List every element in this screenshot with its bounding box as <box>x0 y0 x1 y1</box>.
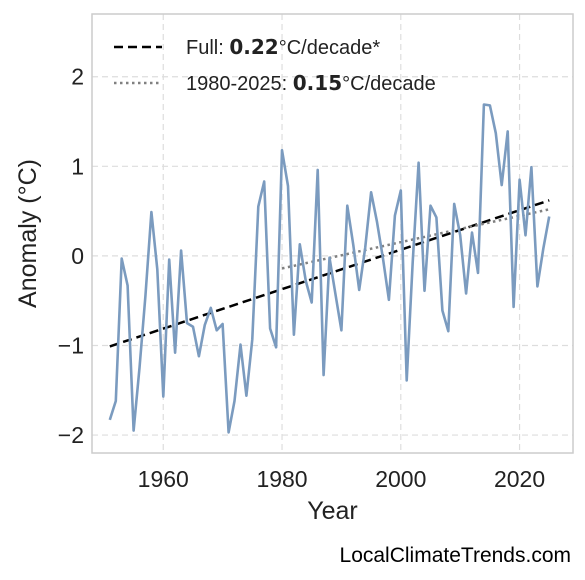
x-tick-label: 1980 <box>256 466 307 492</box>
y-tick-labels: −2 −1 0 1 2 <box>58 64 84 448</box>
legend-full-suffix: °C/decade* <box>279 37 381 59</box>
x-axis-label: Year <box>307 497 358 525</box>
y-tick-label: −2 <box>58 422 84 448</box>
y-tick-label: 1 <box>71 153 84 179</box>
y-tick-label: 2 <box>71 64 84 90</box>
legend-full-prefix: Full: <box>186 37 229 59</box>
x-tick-label: 1960 <box>138 466 189 492</box>
legend-1980-suffix: °C/decade <box>342 73 436 95</box>
x-tick-labels: 1960 1980 2000 2020 <box>138 466 545 492</box>
anomaly-series-line <box>108 103 551 434</box>
legend-1980-value: 0.15 <box>293 71 342 95</box>
watermark: LocalClimateTrends.com <box>339 544 571 567</box>
legend: Full: 0.22°C/decade* 1980-2025: 0.15°C/d… <box>114 35 436 95</box>
y-tick-label: 0 <box>71 243 84 269</box>
plot-frame <box>91 13 574 454</box>
y-axis-label: Anomaly (°C) <box>14 159 42 308</box>
legend-label-full: Full: 0.22°C/decade* <box>186 35 380 59</box>
legend-full-value: 0.22 <box>229 35 278 59</box>
legend-1980-prefix: 1980-2025: <box>186 73 293 95</box>
series-lines <box>108 103 551 434</box>
legend-label-1980-2025: 1980-2025: 0.15°C/decade <box>186 71 436 95</box>
trend-line-1980-2025 <box>281 208 550 270</box>
x-tick-label: 2000 <box>375 466 426 492</box>
y-tick-label: −1 <box>58 332 84 358</box>
x-tick-label: 2020 <box>494 466 545 492</box>
grid <box>92 14 573 453</box>
